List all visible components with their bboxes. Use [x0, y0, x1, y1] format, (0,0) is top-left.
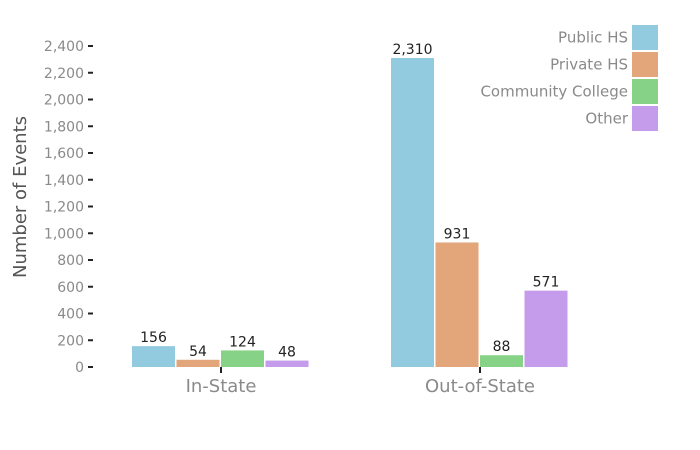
bar: [132, 346, 175, 367]
y-tick-label: 0: [75, 360, 84, 376]
y-tick-label: 1,800: [44, 119, 84, 135]
y-tick-label: 1,600: [44, 146, 84, 162]
legend-swatch: [632, 52, 658, 77]
bar: [176, 359, 220, 367]
data-label: 2,310: [392, 42, 432, 58]
legend: Public HS Private HS Community College Othe…: [480, 25, 658, 131]
y-axis-title: Number of Events: [10, 116, 31, 278]
legend-swatch: [632, 79, 658, 104]
legend-label: Community College: [480, 83, 628, 101]
data-label: 124: [229, 334, 256, 350]
y-tick-label: 2,200: [44, 66, 84, 82]
legend-swatch: [632, 106, 658, 131]
legend-swatch: [632, 25, 658, 50]
bar: [221, 350, 264, 367]
bar: [435, 242, 479, 367]
y-tick-label: 600: [57, 280, 84, 296]
data-label: 571: [533, 275, 560, 291]
x-tick-label: Out-of-State: [425, 376, 535, 397]
y-tick-label: 200: [57, 333, 84, 349]
data-label: 88: [493, 339, 511, 355]
y-tick-label: 1,200: [44, 200, 84, 216]
y-tick-label: 400: [57, 307, 84, 323]
bar: [480, 355, 523, 367]
data-labels: 156 54 124 48 2,310 931 88 571: [140, 42, 559, 361]
bars: [132, 58, 568, 367]
x-axis: In-State Out-of-State: [186, 367, 535, 397]
y-axis: 0 200 400 600 800 1,000 1,200 1,400 1,600 1,800 2,…: [44, 39, 93, 376]
y-tick-label: 2,400: [44, 39, 84, 55]
legend-label: Public HS: [558, 29, 628, 47]
y-tick-label: 2,000: [44, 93, 84, 109]
y-tick-label: 800: [57, 253, 84, 269]
bar: [265, 360, 309, 367]
data-label: 156: [140, 330, 167, 346]
data-label: 931: [444, 226, 471, 242]
data-label: 48: [278, 345, 296, 361]
bar: [391, 58, 434, 367]
y-tick-label: 1,400: [44, 173, 84, 189]
legend-label: Other: [585, 110, 628, 128]
y-tick-label: 1,000: [44, 226, 84, 242]
legend-label: Private HS: [550, 56, 628, 74]
x-tick-label: In-State: [186, 376, 257, 397]
bar: [524, 290, 568, 367]
data-label: 54: [189, 344, 207, 360]
